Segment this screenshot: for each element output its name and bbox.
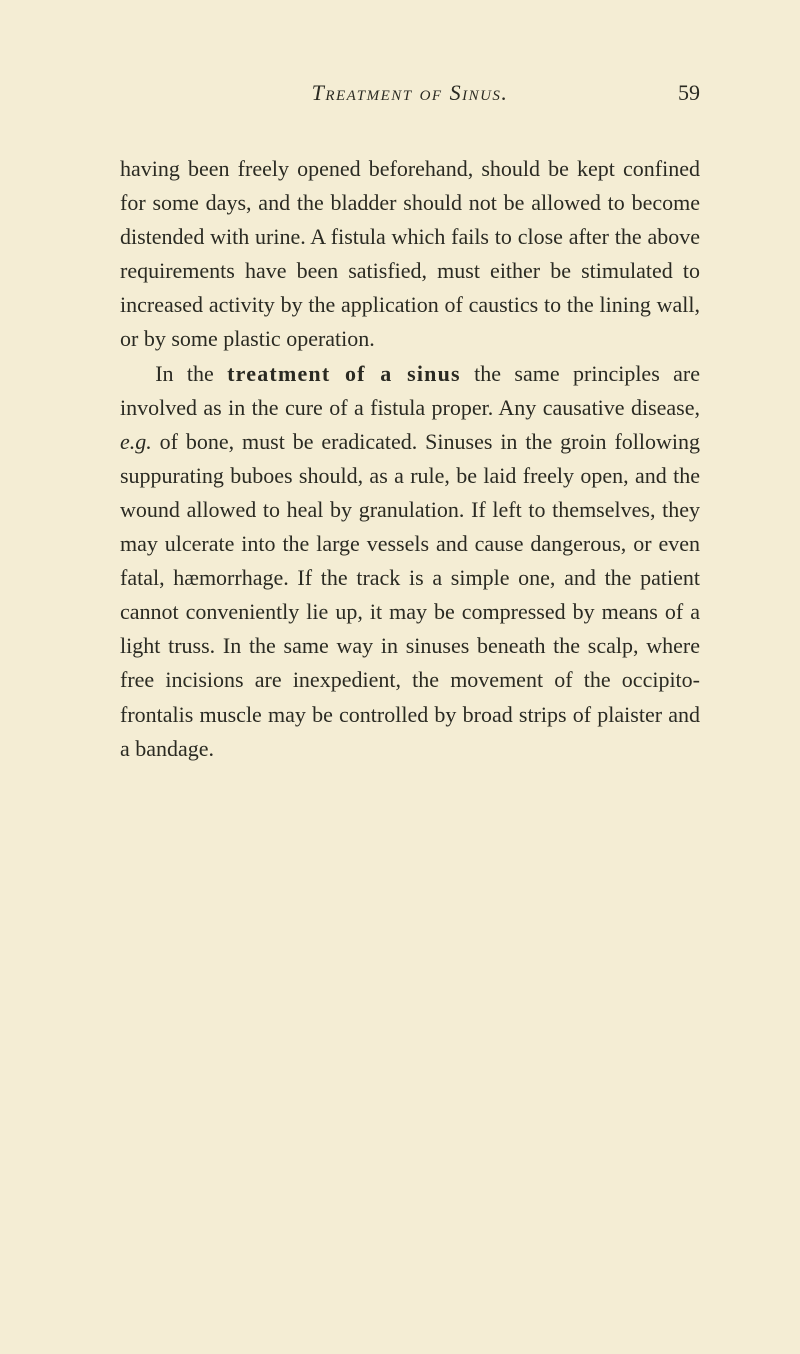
paragraph-2-bold: treatment of a sinus <box>227 361 461 386</box>
paragraph-1-text: having been freely opened beforehand, sh… <box>120 156 700 351</box>
paragraph-2-eg: e.g. <box>120 429 152 454</box>
body-text: having been freely opened beforehand, sh… <box>120 152 700 766</box>
page: Treatment of Sinus. 59 having been freel… <box>0 0 800 1354</box>
page-number: 59 <box>660 80 700 106</box>
running-title: Treatment of Sinus. <box>160 80 660 106</box>
paragraph-2-remainder: of bone, must be eradicated. Sinuses in … <box>120 429 700 761</box>
running-head: Treatment of Sinus. 59 <box>120 80 700 106</box>
paragraph-1: having been freely opened beforehand, sh… <box>120 152 700 357</box>
paragraph-2-prefix: In the <box>155 361 227 386</box>
paragraph-2: In the treatment of a sinus the same pri… <box>120 357 700 766</box>
